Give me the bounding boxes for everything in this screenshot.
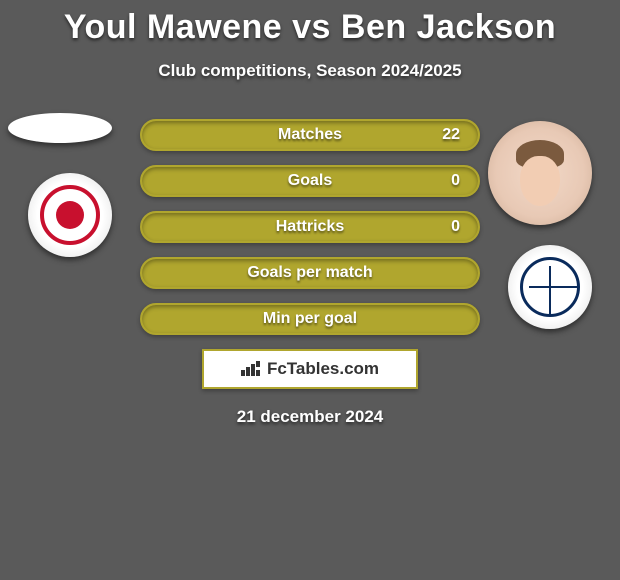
player1-club-crest — [28, 173, 112, 257]
comparison-title: Youl Mawene vs Ben Jackson — [0, 0, 620, 47]
player2-photo — [488, 121, 592, 225]
stat-bars: Matches 22 Goals 0 Hattricks 0 Goals per… — [140, 119, 480, 349]
infographic-container: Youl Mawene vs Ben Jackson Club competit… — [0, 0, 620, 580]
chart-icon — [241, 362, 261, 376]
stat-bar-goals-per-match: Goals per match — [140, 257, 480, 289]
vs-text: vs — [292, 8, 331, 46]
player2-club-crest — [508, 245, 592, 329]
player2-name: Ben Jackson — [341, 8, 556, 46]
face-icon — [510, 146, 570, 221]
stat-bar-matches: Matches 22 — [140, 119, 480, 151]
stat-bar-hattricks: Hattricks 0 — [140, 211, 480, 243]
player1-photo — [8, 113, 112, 143]
stat-label: Hattricks — [276, 218, 344, 236]
date-text: 21 december 2024 — [0, 407, 620, 427]
stat-value: 22 — [442, 126, 460, 144]
fctables-logo: FcTables.com — [202, 349, 418, 389]
subtitle: Club competitions, Season 2024/2025 — [0, 61, 620, 81]
stat-label: Matches — [278, 126, 342, 144]
stat-label: Goals — [288, 172, 332, 190]
stat-value: 0 — [451, 218, 460, 236]
player1-name: Youl Mawene — [64, 8, 282, 46]
fleetwood-icon — [40, 185, 100, 245]
stat-value: 0 — [451, 172, 460, 190]
barrow-icon — [520, 257, 580, 317]
stat-bar-min-per-goal: Min per goal — [140, 303, 480, 335]
stat-bar-goals: Goals 0 — [140, 165, 480, 197]
stat-label: Min per goal — [263, 310, 357, 328]
stat-label: Goals per match — [247, 264, 372, 282]
logo-text: FcTables.com — [267, 359, 379, 379]
